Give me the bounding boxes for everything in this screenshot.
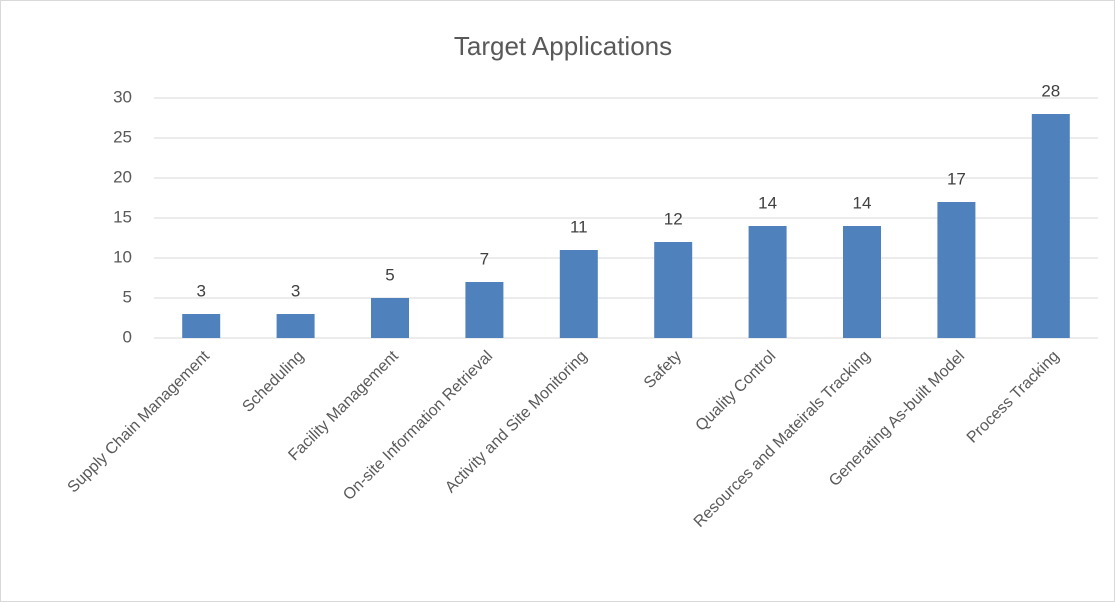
bar [465, 282, 504, 338]
bar [371, 298, 409, 338]
y-tick-label: 15 [113, 207, 132, 226]
data-label: 14 [758, 193, 777, 212]
y-tick-label: 25 [113, 127, 132, 146]
bar [654, 242, 693, 338]
y-tick-label: 0 [123, 327, 132, 346]
data-label: 5 [385, 265, 394, 284]
bar [843, 226, 881, 338]
y-tick-label: 20 [113, 167, 132, 186]
chart-title: Target Applications [454, 31, 672, 61]
data-label: 11 [570, 217, 588, 236]
data-label: 14 [853, 193, 872, 212]
data-label: 7 [480, 249, 489, 268]
data-label: 28 [1041, 81, 1060, 100]
bar [748, 226, 787, 338]
bar [937, 202, 976, 338]
bar [182, 314, 221, 338]
y-tick-label: 30 [113, 87, 132, 106]
y-tick-label: 10 [113, 247, 132, 266]
bar [1031, 114, 1070, 338]
data-label: 12 [664, 209, 683, 228]
bar [559, 250, 598, 338]
y-tick-label: 5 [123, 287, 132, 306]
data-label: 3 [196, 281, 205, 300]
data-label: 3 [291, 281, 300, 300]
data-label: 17 [947, 169, 966, 188]
bar [276, 314, 315, 338]
